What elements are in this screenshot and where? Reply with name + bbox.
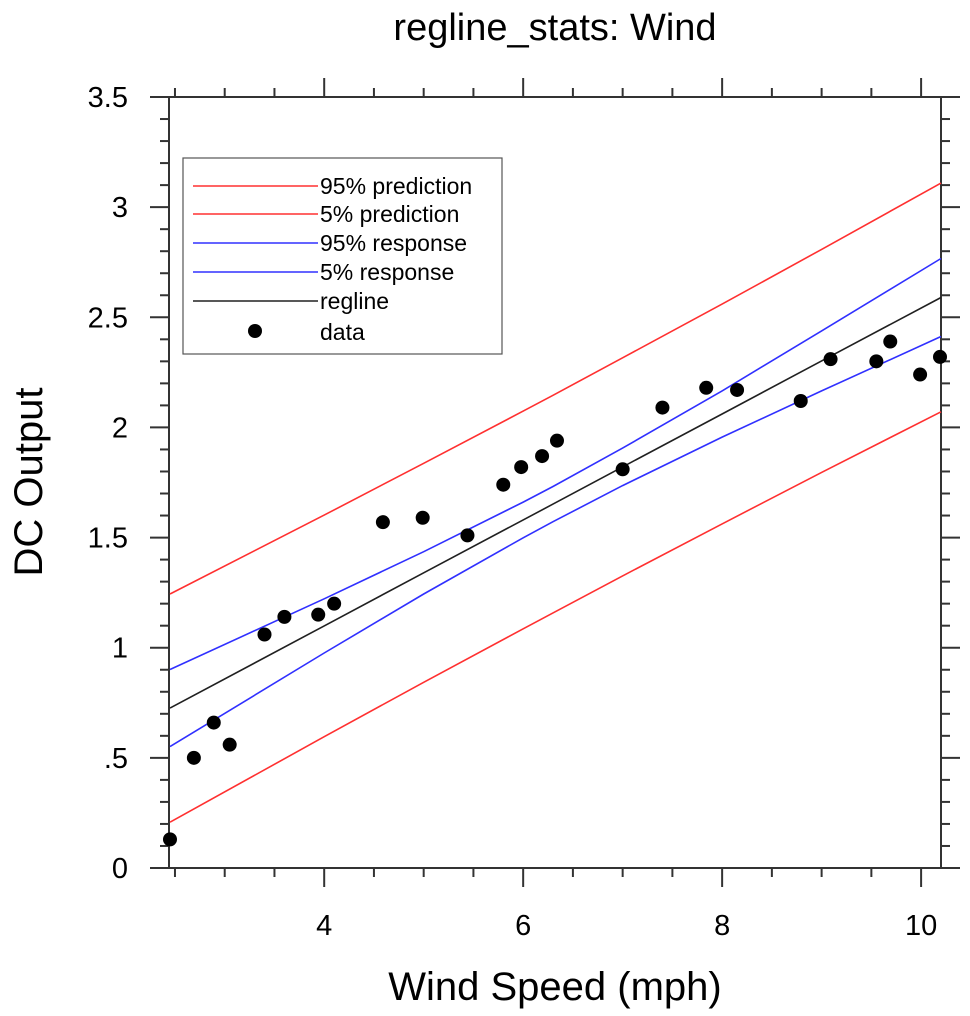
- data-point: [162, 832, 177, 847]
- data-point: [277, 609, 292, 624]
- data-point: [206, 715, 221, 730]
- legend-label: 5% prediction: [320, 201, 459, 227]
- data-point: [913, 367, 928, 382]
- legend-label: 95% response: [320, 230, 467, 256]
- axes: 0 .5 1 1.5 2 2.5 3 3.5 4 6 8 10: [88, 78, 960, 942]
- x-axis-label: Wind Speed (mph): [388, 965, 721, 1009]
- y-tick-label: 2.5: [88, 302, 128, 334]
- data-point: [460, 528, 475, 543]
- y-tick-label: 1: [112, 633, 128, 665]
- data-point: [415, 510, 430, 525]
- data-point: [496, 477, 511, 492]
- data-point: [655, 400, 670, 415]
- line-95-response: [169, 257, 942, 671]
- data-point: [883, 334, 898, 349]
- data-point: [327, 596, 342, 611]
- data-point: [257, 627, 272, 642]
- y-tick-label: 3.5: [88, 82, 128, 114]
- legend-label: data: [320, 319, 365, 345]
- data-point: [933, 349, 948, 364]
- legend-label: regline: [320, 288, 389, 314]
- data-point: [549, 433, 564, 448]
- y-tick-label: 3: [112, 192, 128, 224]
- y-tick-label: 1.5: [88, 523, 128, 555]
- line-5-prediction: [169, 411, 942, 823]
- legend-label: 95% prediction: [320, 173, 472, 199]
- data-points: [162, 334, 948, 847]
- data-point: [222, 737, 237, 752]
- line-5-response: [169, 335, 942, 748]
- data-point: [375, 515, 390, 530]
- x-tick-label: 10: [905, 910, 937, 942]
- legend-box: [182, 157, 503, 355]
- line-95-prediction: [169, 182, 942, 595]
- legend-marker: [248, 324, 262, 338]
- data-point: [186, 750, 201, 765]
- data-point: [311, 607, 326, 622]
- data-point: [615, 462, 630, 477]
- legend-label: 5% response: [320, 259, 454, 285]
- y-axis-label: DC Output: [7, 388, 51, 577]
- x-tick-label: 6: [515, 910, 531, 942]
- series-lines: [169, 182, 942, 823]
- data-point: [869, 354, 884, 369]
- y-tick-label: 0: [112, 853, 128, 885]
- data-point: [793, 393, 808, 408]
- data-point: [535, 449, 550, 464]
- data-point: [730, 382, 745, 397]
- chart-title: regline_stats: Wind: [393, 7, 716, 49]
- data-point: [514, 460, 529, 475]
- x-tick-label: 8: [714, 910, 730, 942]
- line-regline: [169, 296, 942, 709]
- x-tick-label: 4: [316, 910, 332, 942]
- data-point: [699, 380, 714, 395]
- y-tick-label: .5: [104, 743, 128, 775]
- y-tick-label: 2: [112, 412, 128, 444]
- data-point: [823, 352, 838, 367]
